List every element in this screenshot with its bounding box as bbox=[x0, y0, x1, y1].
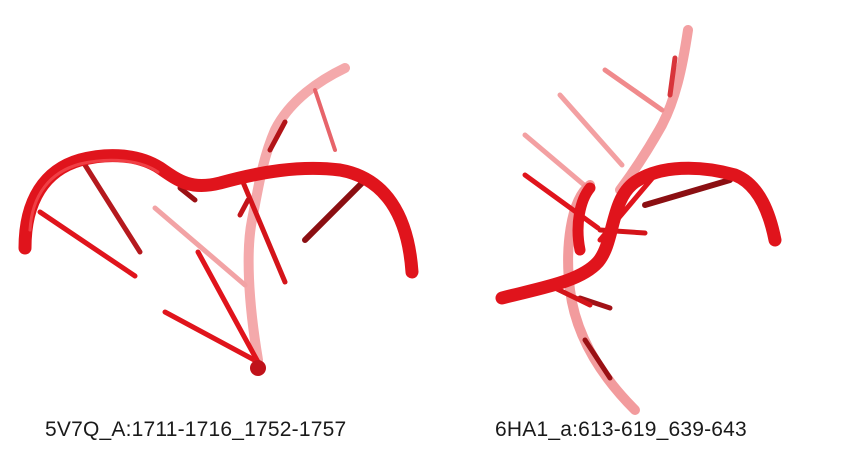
backbone-strand bbox=[495, 161, 782, 305]
base-faded bbox=[152, 205, 248, 288]
structure-panel-1: 5V7Q_A:1711-1716_1752-1757 bbox=[18, 63, 419, 441]
structure-label-2: 6HA1_a:613-619_639-643 bbox=[495, 418, 747, 441]
rna-cartoon-2 bbox=[495, 25, 782, 415]
base-dark bbox=[582, 337, 613, 381]
base bbox=[195, 249, 261, 365]
base-dark bbox=[642, 177, 733, 208]
backbone-highlight bbox=[28, 158, 160, 232]
backbone-faded-strand bbox=[243, 63, 350, 365]
base bbox=[552, 285, 593, 308]
backbone-strand bbox=[18, 149, 419, 279]
rna-cartoon-1 bbox=[18, 63, 419, 376]
base-dark bbox=[82, 162, 143, 255]
backbone-faded-strand bbox=[615, 25, 693, 195]
base-faded bbox=[667, 55, 678, 98]
structure-label-1: 5V7Q_A:1711-1716_1752-1757 bbox=[45, 418, 347, 441]
base-faded bbox=[267, 119, 288, 153]
backbone-strand bbox=[572, 182, 596, 256]
base-dark bbox=[302, 177, 368, 243]
strand-end bbox=[250, 360, 266, 376]
base bbox=[237, 197, 251, 218]
base bbox=[162, 309, 261, 365]
base-faded bbox=[313, 88, 337, 152]
base-dark bbox=[577, 295, 613, 311]
base-faded bbox=[602, 67, 665, 113]
base bbox=[237, 172, 288, 285]
structure-panel-2: 6HA1_a:613-619_639-643 bbox=[430, 0, 860, 460]
base-faded bbox=[557, 92, 625, 168]
base bbox=[522, 172, 601, 231]
base-dark bbox=[177, 185, 198, 203]
base bbox=[37, 209, 138, 279]
base-faded bbox=[522, 132, 593, 193]
